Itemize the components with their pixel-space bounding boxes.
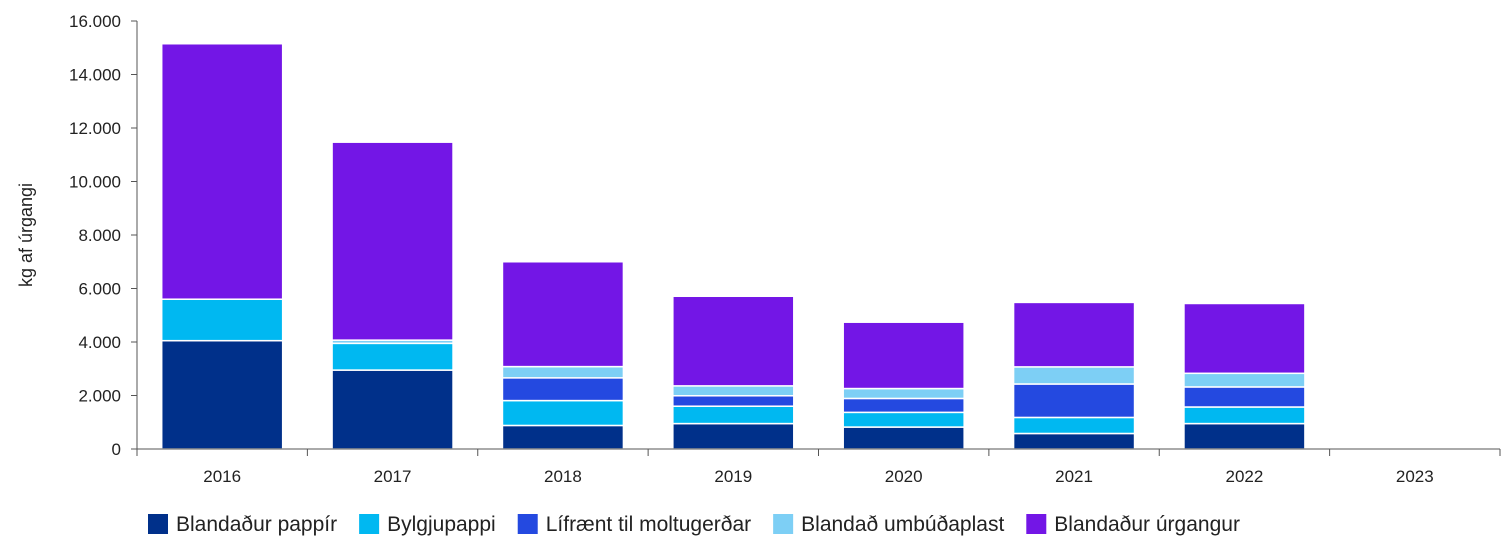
bar-2018-bylgjupappi: [501, 399, 625, 427]
bar-2020-blanda-ur-urgangur: [842, 321, 965, 390]
x-tick-label: 2021: [1055, 467, 1093, 486]
legend-swatch: [1026, 514, 1047, 534]
bar-2017-bylgjupappi: [331, 342, 454, 371]
legend-label: Blandaður úrgangur: [1054, 513, 1240, 536]
bar-2018-blanda-umbu-aplast: [501, 365, 625, 379]
legend-label: Bylgjupappi: [387, 513, 496, 536]
legend-item-bylgjupappi: Bylgjupappi: [359, 513, 496, 536]
bar-2016-bylgjupappi: [160, 298, 284, 342]
bar-2021-blanda-ur-urgangur: [1012, 301, 1136, 368]
y-tick-label: 12.000: [69, 119, 121, 138]
bar-2020-lifr-nt-til-moltuger-ar: [842, 397, 965, 414]
x-tick-label: 2023: [1396, 467, 1434, 486]
bar-2017-blanda-ur-urgangur: [331, 141, 454, 341]
legend-swatch: [359, 514, 380, 534]
bar-2019-bylgjupappi: [672, 405, 795, 425]
legend-swatch: [773, 514, 794, 534]
y-tick-label: 0: [112, 440, 121, 459]
bar-2021-lifr-nt-til-moltuger-ar: [1012, 383, 1136, 419]
legend-item-blanda-ur-urgangur: Blandaður úrgangur: [1026, 513, 1240, 536]
bar-2022-bylgjupappi: [1183, 406, 1306, 425]
axes-group: 0 2.000 4.000 6.000 8.000 10.000 12.000 14.000 1…: [69, 12, 1501, 486]
y-axis-title: kg af úrgangi: [16, 183, 36, 287]
bar-2022-blanda-umbu-aplast: [1183, 372, 1306, 388]
bar-2021-blanda-ur-pappir: [1012, 432, 1136, 450]
bar-2016-blanda-ur-urgangur: [160, 42, 284, 300]
x-tick-label: 2022: [1226, 467, 1264, 486]
bar-2019-blanda-ur-urgangur: [672, 295, 795, 387]
legend-item-blanda-ur-pappir: Blandaður pappír: [148, 513, 337, 536]
bar-2021-bylgjupappi: [1012, 416, 1136, 435]
bar-2016-blanda-ur-pappir: [160, 339, 284, 450]
legend-label: Lífrænt til moltugerðar: [546, 513, 751, 536]
y-tick-label: 14.000: [69, 66, 121, 85]
bar-2020-blanda-ur-pappir: [842, 426, 965, 450]
legend-item-lifr-nt-til-moltuger-ar: Lífrænt til moltugerðar: [517, 513, 751, 536]
bars-group: [160, 42, 1306, 450]
x-tick-label: 2020: [885, 467, 923, 486]
y-tick-label: 4.000: [78, 333, 121, 352]
legend-label: Blandað umbúðaplast: [801, 513, 1004, 536]
bar-2021-blanda-umbu-aplast: [1012, 366, 1136, 385]
legend-swatch: [517, 514, 538, 534]
legend-swatch: [148, 514, 168, 534]
bar-2018-blanda-ur-urgangur: [501, 261, 625, 368]
y-tick-label: 10.000: [69, 173, 121, 192]
x-tick-label: 2018: [544, 467, 582, 486]
y-tick-label: 8.000: [78, 226, 121, 245]
legend-item-blanda-umbu-aplast: Blandað umbúðaplast: [773, 513, 1004, 536]
legend: Blandaður pappír Bylgjupappi Lífrænt til m…: [148, 513, 1240, 536]
x-tick-label: 2017: [374, 467, 412, 486]
y-tick-label: 2.000: [78, 387, 121, 406]
bar-2018-lifr-nt-til-moltuger-ar: [501, 377, 625, 402]
x-tick-label: 2016: [203, 467, 241, 486]
bar-2020-bylgjupappi: [842, 411, 965, 428]
y-tick-label: 6.000: [78, 280, 121, 299]
x-tick-label: 2019: [714, 467, 752, 486]
bar-2022-blanda-ur-pappir: [1183, 422, 1306, 450]
bar-2020-blanda-umbu-aplast: [842, 387, 965, 400]
legend-label: Blandaður pappír: [176, 513, 337, 536]
bar-2019-lifr-nt-til-moltuger-ar: [672, 395, 795, 407]
bar-2022-blanda-ur-urgangur: [1183, 302, 1306, 375]
bar-2018-blanda-ur-pappir: [501, 424, 625, 450]
bar-2022-lifr-nt-til-moltuger-ar: [1183, 386, 1306, 408]
bar-2017-blanda-ur-pappir: [331, 369, 454, 450]
bar-2019-blanda-ur-pappir: [672, 422, 795, 450]
bar-2019-blanda-umbu-aplast: [672, 385, 795, 397]
y-tick-label: 16.000: [69, 12, 121, 31]
